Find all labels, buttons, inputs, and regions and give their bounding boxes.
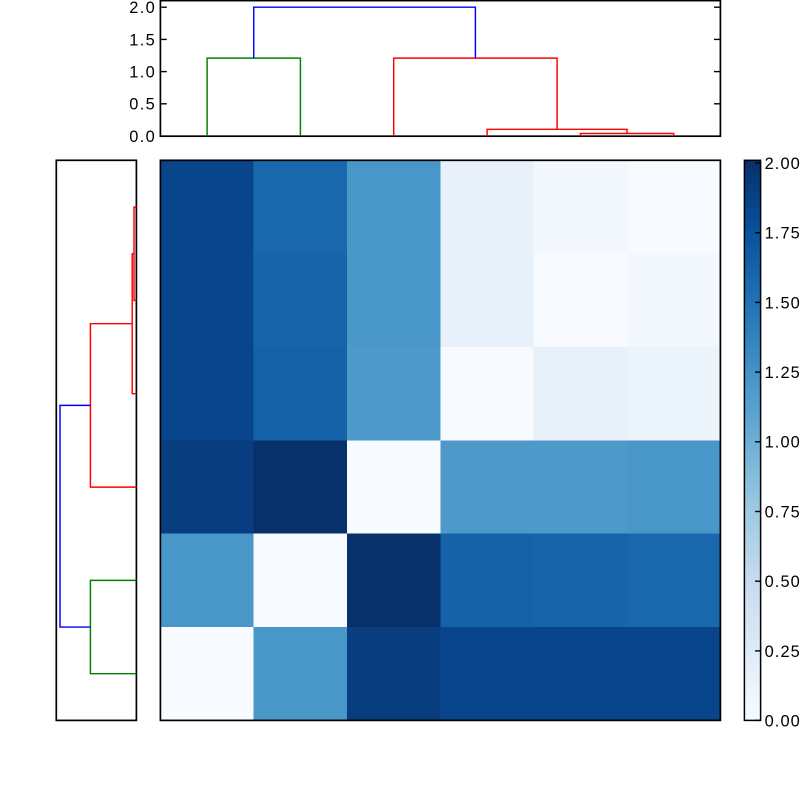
svg-text:0.5: 0.5 (129, 96, 156, 114)
svg-text:1.50: 1.50 (765, 294, 800, 312)
svg-text:0.0: 0.0 (129, 128, 156, 146)
svg-text:1.75: 1.75 (765, 225, 800, 243)
svg-text:1.25: 1.25 (765, 364, 800, 382)
svg-text:1.00: 1.00 (765, 434, 800, 452)
svg-text:2.00: 2.00 (765, 155, 800, 173)
svg-text:0.00: 0.00 (765, 712, 800, 730)
svg-text:0.25: 0.25 (765, 643, 800, 661)
svg-text:0.50: 0.50 (765, 573, 800, 591)
svg-text:0.75: 0.75 (765, 503, 800, 521)
svg-text:1.0: 1.0 (129, 64, 156, 82)
svg-text:1.5: 1.5 (129, 31, 156, 49)
svg-text:2.0: 2.0 (129, 0, 156, 17)
